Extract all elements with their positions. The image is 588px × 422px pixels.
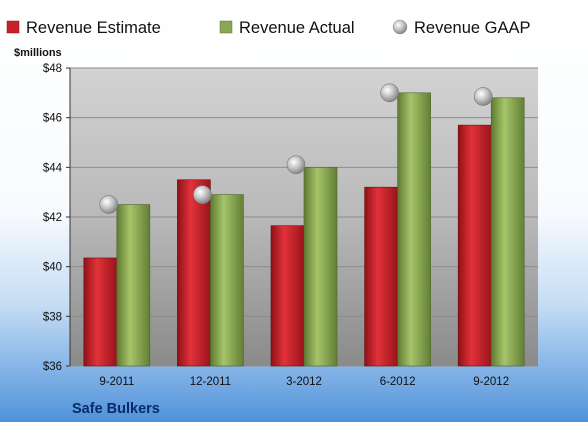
- marker-revenue-gaap-3-2012: [286, 155, 306, 175]
- y-tick-label: $36: [43, 361, 62, 373]
- gaap-markers: [99, 83, 493, 214]
- bar-revenue-estimate-12-2011: [177, 179, 211, 367]
- marker-revenue-gaap-12-2011: [193, 185, 212, 204]
- x-tick-label: 6-2012: [380, 376, 416, 388]
- bar-revenue-actual-3-2012: [303, 167, 338, 367]
- y-tick-label: $44: [43, 162, 63, 174]
- legend-label-revenue-gaap: Revenue GAAP: [414, 19, 530, 37]
- x-tick-label: 3-2012: [286, 376, 322, 388]
- bar-revenue-actual-9-2012: [490, 97, 525, 367]
- y-tick-label: $46: [43, 113, 62, 125]
- bar-revenue-estimate-3-2012: [270, 225, 305, 367]
- legend: Revenue Estimate Revenue Actual Revenue …: [6, 19, 530, 37]
- y-tick-labels: $36 $38 $40 $42 $44 $46 $48: [43, 63, 63, 373]
- y-tick-label: $38: [43, 311, 62, 323]
- y-axis-unit-label: $millions: [14, 47, 62, 59]
- bar-revenue-estimate-9-2011: [83, 257, 118, 367]
- company-name: Safe Bulkers: [72, 401, 160, 417]
- marker-revenue-gaap-9-2012: [473, 87, 493, 106]
- bar-revenue-actual-12-2011: [210, 194, 244, 367]
- marker-revenue-gaap-6-2012: [380, 83, 399, 103]
- y-tick-label: $42: [43, 212, 62, 224]
- bar-revenue-estimate-9-2012: [457, 124, 492, 367]
- y-tick-label: $40: [43, 262, 62, 274]
- x-tick-label: 9-2011: [99, 376, 134, 388]
- legend-swatch-revenue-estimate: [6, 20, 20, 34]
- x-tick-label: 12-2011: [190, 376, 231, 388]
- y-tick-label: $48: [43, 63, 62, 75]
- legend-label-revenue-actual: Revenue Actual: [239, 19, 355, 37]
- x-tick-label: 9-2012: [473, 376, 509, 388]
- bar-revenue-actual-6-2012: [397, 92, 431, 367]
- x-tick-labels: 9-2011 12-2011 3-2012 6-2012 9-2012: [99, 376, 509, 388]
- bars: [83, 92, 525, 367]
- bar-revenue-actual-9-2011: [116, 204, 151, 367]
- legend-swatch-revenue-actual: [219, 20, 233, 34]
- legend-label-revenue-estimate: Revenue Estimate: [26, 19, 161, 37]
- bar-revenue-estimate-6-2012: [364, 186, 398, 367]
- legend-swatch-revenue-gaap: [392, 19, 408, 35]
- marker-revenue-gaap-9-2011: [99, 195, 119, 214]
